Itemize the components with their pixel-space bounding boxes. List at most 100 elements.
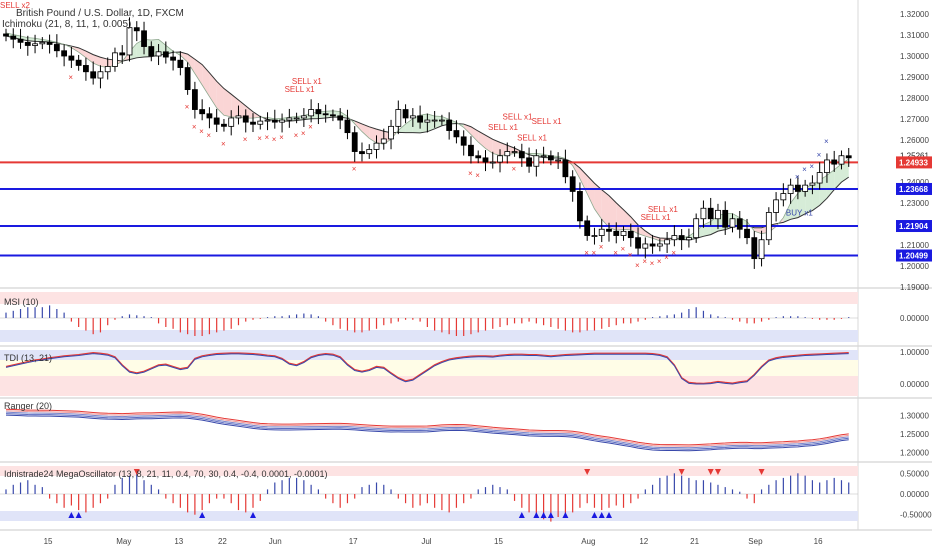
- msi-lower-band: [0, 330, 858, 342]
- signal-annotation: SELL x1: [285, 85, 315, 94]
- candle: [250, 121, 256, 125]
- ichimoku-cloud-segment: [754, 227, 762, 234]
- candle: [671, 235, 678, 241]
- signal-annotation: SELL x1: [532, 117, 562, 126]
- candle: [794, 184, 801, 192]
- candle: [10, 35, 17, 40]
- price-tick: 1.32000: [900, 10, 929, 19]
- ichimoku-cloud-segment: [616, 202, 624, 231]
- ichimoku-cloud-segment: [158, 39, 166, 56]
- candle: [126, 27, 133, 56]
- candle: [802, 184, 809, 192]
- sell-cross-marker: ×: [257, 134, 262, 143]
- candle: [191, 89, 198, 110]
- ranger-pane[interactable]: 1.30000 1.25000 1.20000: [5, 408, 929, 457]
- sell-cross-marker: ×: [206, 131, 211, 140]
- candle: [359, 151, 365, 155]
- candle: [758, 239, 765, 260]
- candle: [388, 125, 394, 140]
- ichimoku-cloud-segment: [93, 54, 101, 67]
- candle: [831, 159, 838, 165]
- candle: [824, 159, 830, 173]
- candle: [744, 228, 750, 239]
- msi-pane[interactable]: 0.00000: [0, 292, 929, 342]
- candle: [453, 130, 460, 138]
- mega-buy-triangle: [75, 512, 82, 518]
- time-tick: 13: [174, 537, 183, 546]
- price-tick: 1.31000: [900, 31, 929, 40]
- time-tick: Aug: [581, 537, 595, 546]
- time-tick: 12: [639, 537, 648, 546]
- ichimoku-cloud-segment: [638, 224, 646, 237]
- candle: [330, 114, 336, 117]
- tdi-pane[interactable]: 1.00000 0.00000: [0, 348, 929, 396]
- candle: [90, 71, 97, 79]
- candle: [649, 243, 656, 247]
- ichimoku-cloud-segment: [492, 139, 501, 156]
- price-tag: 1.25261: [900, 152, 929, 161]
- price-tick: 1.26000: [900, 136, 929, 145]
- mega-lower-band: [0, 511, 858, 521]
- ichimoku-cloud-segment: [572, 162, 580, 179]
- candle: [678, 235, 685, 241]
- candle: [351, 132, 358, 152]
- mega-tick: 0.00000: [900, 490, 929, 499]
- candle: [635, 237, 641, 249]
- buy-cross-marker: ×: [817, 151, 822, 160]
- candle: [46, 41, 53, 45]
- candle: [184, 67, 191, 91]
- mega-buy-triangle: [68, 512, 75, 518]
- ichimoku-cloud-segment: [463, 124, 471, 135]
- msi-title: MSI (10): [4, 297, 39, 307]
- ichimoku-conversion: [5, 32, 849, 242]
- sell-cross-marker: ×: [642, 257, 647, 266]
- candle: [518, 151, 525, 159]
- candle: [606, 228, 612, 232]
- price-tag: 1.23668: [899, 185, 928, 194]
- candle: [366, 149, 373, 155]
- mega-sell-triangle: [707, 469, 714, 475]
- mega-buy-triangle: [562, 512, 569, 518]
- candle: [511, 151, 518, 153]
- ichimoku-cloud-segment: [361, 123, 370, 139]
- ichimoku-cloud-segment: [434, 116, 442, 129]
- megaoscillator-pane[interactable]: 0.50000 0.00000 -0.50000: [0, 466, 932, 522]
- candle: [141, 30, 147, 47]
- mega-tick: -0.50000: [900, 511, 932, 520]
- candle: [838, 155, 845, 165]
- mega-sell-triangle: [714, 469, 721, 475]
- sell-cross-marker: ×: [671, 249, 676, 258]
- candle: [446, 119, 453, 131]
- sell-cross-marker: ×: [628, 251, 633, 260]
- mega-buy-triangle: [540, 512, 547, 518]
- ichimoku-cloud-segment: [703, 221, 711, 237]
- sell-cross-marker: ×: [475, 171, 480, 180]
- candle: [765, 212, 772, 241]
- candle: [526, 157, 532, 167]
- time-axis: 15 May 13 22 Jun 17 Jul 15 Aug 12 21 Sep 16: [44, 537, 824, 546]
- price-tick: 1.30000: [900, 52, 929, 61]
- candle: [736, 218, 743, 230]
- ichimoku-cloud-segment: [797, 187, 806, 218]
- candle: [286, 117, 293, 121]
- tdi-tick: 0.00000: [900, 380, 929, 389]
- candle: [148, 46, 155, 57]
- signal-annotation: SELL x1: [292, 77, 322, 86]
- tdi-upper-band: [0, 350, 858, 360]
- sell-cross-marker: ×: [591, 249, 596, 258]
- time-tick: Sep: [748, 537, 763, 546]
- corner-sell-label: SELL x2: [0, 1, 30, 10]
- candle: [380, 138, 387, 144]
- candle: [242, 115, 249, 123]
- candle: [235, 115, 242, 119]
- candle: [664, 239, 671, 245]
- time-tick: 15: [494, 537, 503, 546]
- mega-buy-triangle: [533, 512, 540, 518]
- price-pane[interactable]: ××× × ×× × × × × × × ××× × ××× ××× ××× × × × × ××× ×××SELL …: [0, 17, 858, 270]
- ichimoku-cloud-segment: [608, 195, 617, 231]
- candle: [308, 109, 315, 117]
- sell-cross-marker: ×: [294, 131, 299, 140]
- ranger-title: Ranger (20): [4, 401, 52, 411]
- sell-cross-marker: ×: [199, 127, 204, 136]
- signal-annotation: SELL x1: [488, 123, 518, 132]
